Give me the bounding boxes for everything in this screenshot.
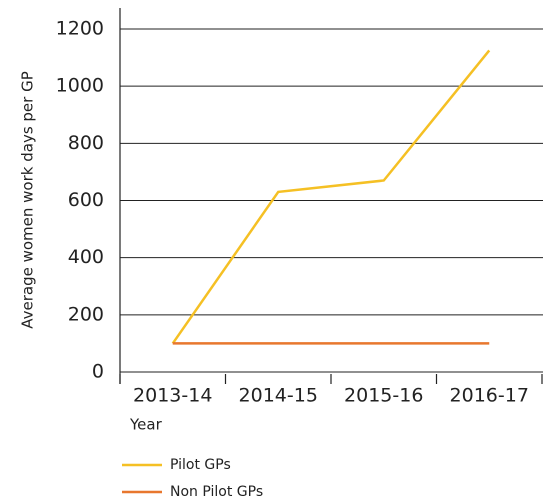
x-axis-label: Year [129,416,163,434]
x-tick-label: 2013-14 [133,385,212,407]
line-series [171,49,491,345]
y-tick-label: 800 [68,132,104,154]
x-tick-label: 2016-17 [450,385,529,407]
y-tick-label: 0 [92,361,104,383]
legend-label: Non Pilot GPs [170,484,263,500]
legend-label: Pilot GPs [170,457,231,473]
x-tick-label: 2014-15 [239,385,318,407]
y-tick-label: 1000 [56,75,104,97]
y-tick-label: 1200 [56,18,104,40]
y-tick-label: 400 [68,246,104,268]
y-tick-label: 200 [68,303,104,325]
y-tick-label: 600 [68,189,104,211]
x-tick-label: 2015-16 [344,385,423,407]
y-axis-label: Average women work days per GP [19,71,37,329]
